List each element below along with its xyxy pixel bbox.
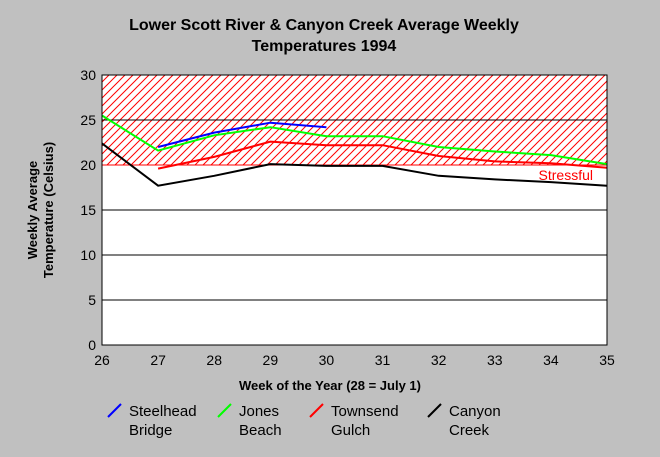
y-tick-label-10: 10 xyxy=(80,247,96,263)
legend-label-2-line1: Jones xyxy=(239,403,279,420)
x-tick-label-27: 27 xyxy=(150,352,166,368)
x-tick-label-26: 26 xyxy=(94,352,110,368)
x-tick-label-31: 31 xyxy=(375,352,391,368)
x-tick-label-30: 30 xyxy=(319,352,335,368)
x-tick-label-33: 33 xyxy=(487,352,503,368)
legend-label-3-line1: Townsend xyxy=(331,403,399,420)
legend-swatch-2 xyxy=(217,403,232,418)
legend-swatch-4 xyxy=(427,403,442,418)
x-tick-label-34: 34 xyxy=(543,352,559,368)
y-tick-label-20: 20 xyxy=(80,157,96,173)
plot-border xyxy=(101,74,608,346)
y-tick-label-0: 0 xyxy=(88,337,96,353)
y-axis-label-line1: Weekly Average xyxy=(25,161,40,260)
x-tick-labels: 26 27 28 29 30 31 32 33 34 35 xyxy=(94,352,615,368)
series-line-2 xyxy=(101,114,608,166)
chart-title-line1: Lower Scott River & Canyon Creek Average… xyxy=(129,17,519,34)
y-tick-label-15: 15 xyxy=(80,202,96,218)
series-line-4 xyxy=(101,142,608,187)
legend-label-3-line2: Gulch xyxy=(331,422,370,439)
y-axis-label-line2: Temperature (Celsius) xyxy=(41,142,56,278)
legend-label-1-line2: Bridge xyxy=(129,422,172,439)
legend-label-2-line2: Beach xyxy=(239,422,282,439)
x-tick-label-28: 28 xyxy=(206,352,222,368)
y-tick-label-25: 25 xyxy=(80,112,96,128)
x-tick-label-29: 29 xyxy=(263,352,279,368)
x-tick-label-32: 32 xyxy=(431,352,447,368)
legend-label-1-line1: Steelhead xyxy=(129,403,197,420)
legend-label-4-line1: Canyon xyxy=(449,403,501,420)
chart-title-line2: Temperatures 1994 xyxy=(252,38,397,55)
legend-label-4-line2: Creek xyxy=(449,422,490,439)
x-tick-label-35: 35 xyxy=(599,352,615,368)
stress-zone-label: Stressful xyxy=(539,167,593,183)
y-tick-label-5: 5 xyxy=(88,292,96,308)
legend-swatch-3 xyxy=(309,403,324,418)
legend: Steelhead Bridge Jones Beach Townsend Gulch Ca… xyxy=(107,403,501,439)
series-lines xyxy=(101,114,608,187)
series-line-1 xyxy=(157,121,327,148)
x-axis-label: Week of the Year (28 = July 1) xyxy=(239,378,421,393)
y-tick-label-30: 30 xyxy=(80,67,96,83)
y-tick-labels: 0 5 10 15 20 25 30 xyxy=(80,67,96,353)
series-line-3 xyxy=(157,140,608,170)
legend-swatch-1 xyxy=(107,403,122,418)
